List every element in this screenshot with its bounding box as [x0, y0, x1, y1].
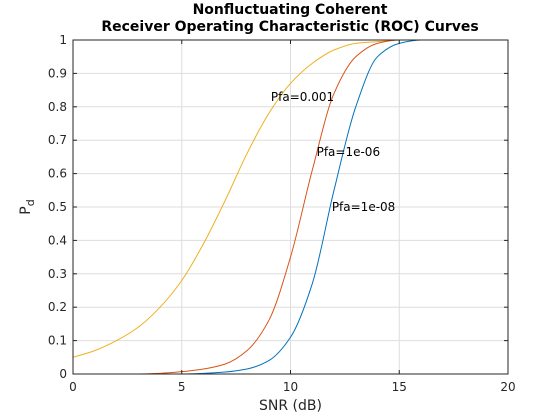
y-tick-label: 0.8: [48, 100, 67, 114]
y-tick-label: 0.1: [48, 334, 67, 348]
x-tick-label: 0: [69, 380, 77, 394]
y-tick-label: 0: [59, 367, 67, 381]
ticks: 0 5 10 15 20 0 0.1 0.2 0.3 0.4 0.5 0.6 0.7 0.8 0.9 1: [48, 33, 516, 394]
y-tick-label: 0.4: [48, 233, 67, 247]
y-tick-label: 0.7: [48, 133, 67, 147]
x-tick-label: 15: [392, 380, 407, 394]
chart-title-line1: Nonfluctuating Coherent: [192, 2, 388, 18]
annotations: Pfa=0.001 Pfa=1e-06 Pfa=1e-08: [271, 90, 395, 214]
x-tick-label: 20: [500, 380, 515, 394]
y-tick-label: 0.6: [48, 167, 67, 181]
y-tick-label: 1: [59, 33, 67, 47]
annotation-label-3: Pfa=1e-08: [332, 200, 396, 214]
chart-title-line2: Receiver Operating Characteristic (ROC) …: [101, 19, 479, 35]
y-axis-label-main: P: [18, 206, 34, 214]
x-axis-label: SNR (dB): [259, 398, 322, 414]
annotation-label-2: Pfa=1e-06: [317, 145, 381, 159]
grid: [72, 39, 509, 375]
y-axis-label-subscript: d: [24, 199, 37, 206]
y-tick-label: 0.5: [48, 200, 67, 214]
y-tick-label: 0.2: [48, 300, 67, 314]
x-tick-label: 10: [283, 380, 298, 394]
x-tick-label: 5: [178, 380, 186, 394]
annotation-label-1: Pfa=0.001: [271, 90, 334, 104]
y-axis-label: Pd: [18, 199, 37, 214]
y-tick-label: 0.9: [48, 66, 67, 80]
y-tick-label: 0.3: [48, 267, 67, 281]
